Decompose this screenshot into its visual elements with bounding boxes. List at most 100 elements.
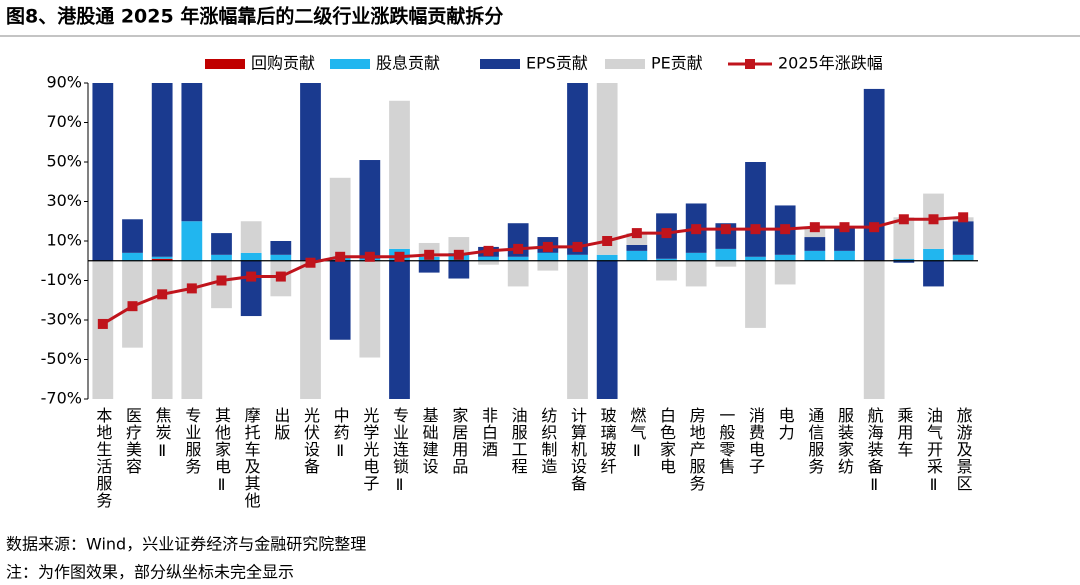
bar-segment <box>537 252 559 261</box>
line-marker <box>898 214 909 225</box>
x-tick-label: 医疗美容 <box>123 407 142 475</box>
y-tick-label: -50% <box>41 349 82 368</box>
line-marker <box>928 214 939 225</box>
bar-segment <box>389 260 410 399</box>
y-tick-label: 90% <box>46 73 82 92</box>
bar-segment <box>359 160 381 259</box>
bar-segment <box>240 260 262 317</box>
line-marker <box>186 283 197 294</box>
line-marker <box>275 271 286 282</box>
bar-segment <box>596 260 618 399</box>
line-marker <box>424 249 435 260</box>
y-tick-label: -70% <box>41 389 82 408</box>
bar-segment <box>211 254 232 261</box>
line-marker <box>335 251 346 262</box>
x-tick-label: 中药Ⅱ <box>331 407 350 461</box>
bar-segment <box>92 83 114 261</box>
line-marker <box>513 243 524 254</box>
x-tick-label: 乘用车 <box>894 407 913 458</box>
bar-segment <box>863 260 885 399</box>
line-marker <box>661 228 672 239</box>
x-tick-label: 燃气Ⅱ <box>627 407 646 461</box>
bar-segment <box>122 252 143 261</box>
chart-title: 图8、港股通 2025 年涨幅靠后的二级行业涨跌幅贡献拆分 <box>6 5 503 28</box>
legend-label: 2025年涨跌幅 <box>778 54 883 73</box>
bar-segment <box>211 233 232 255</box>
x-tick-label: 房地产服务 <box>687 407 706 492</box>
bar-segment <box>893 258 915 261</box>
source-note: 数据来源：Wind，兴业证券经济与金融研究院整理 <box>6 535 366 554</box>
line-marker <box>453 249 464 260</box>
bar-segment <box>685 260 707 287</box>
line-marker <box>305 257 316 268</box>
bar-segment <box>181 83 203 222</box>
x-tick-label: 光伏设备 <box>301 407 320 475</box>
bar-segment <box>596 254 618 261</box>
bar-segment <box>626 233 648 245</box>
legend-swatch <box>480 59 520 69</box>
line-marker <box>631 228 642 239</box>
bar-segment <box>745 260 766 328</box>
bar-segment <box>567 83 588 255</box>
line-marker <box>216 275 227 286</box>
y-tick-label: 10% <box>46 231 82 250</box>
bar-segment <box>745 256 766 261</box>
line-marker <box>364 251 375 262</box>
bar-segment <box>715 260 737 267</box>
bar-segment <box>745 162 766 257</box>
bar-segment <box>863 88 885 261</box>
x-tick-label: 航海装备Ⅱ <box>865 407 884 495</box>
bar-segment <box>626 250 648 261</box>
x-tick-label: 光学光电子 <box>360 407 379 492</box>
line-marker <box>750 224 761 235</box>
x-tick-label: 基础建设 <box>420 407 439 475</box>
line-marker <box>246 271 257 282</box>
y-tick-label: 30% <box>46 191 82 210</box>
line-marker <box>839 222 850 233</box>
x-tick-label: 摩托车及其他 <box>242 407 261 509</box>
line-marker <box>958 212 969 223</box>
bar-segment <box>923 248 944 261</box>
x-tick-label: 服装家纺 <box>835 407 854 475</box>
x-tick-label: 一般零售 <box>716 407 735 475</box>
x-tick-label: 电力 <box>776 407 795 441</box>
bar-segment <box>300 83 321 261</box>
bar-segment <box>804 250 826 261</box>
bar-segment <box>448 237 470 253</box>
legend-label: 股息贡献 <box>376 54 440 73</box>
x-tick-label: 焦炭Ⅱ <box>153 407 172 461</box>
x-tick-label: 家居用品 <box>449 407 468 475</box>
bar-segment <box>626 244 648 251</box>
y-tick-label: 70% <box>46 112 82 131</box>
bar-segment <box>804 237 826 251</box>
bar-segment <box>478 260 499 265</box>
bar-segment <box>270 241 292 255</box>
x-tick-label: 计算机设备 <box>568 407 587 492</box>
legend-label: 回购贡献 <box>251 54 315 73</box>
bar-segment <box>92 260 114 399</box>
line-marker <box>602 236 613 246</box>
bar-segment <box>952 221 974 255</box>
x-tick-label: 专业连锁Ⅱ <box>390 407 409 495</box>
line-marker <box>157 289 168 300</box>
line-marker <box>97 318 108 329</box>
x-tick-label: 玻璃玻纤 <box>598 407 617 475</box>
bar-segment <box>389 100 410 249</box>
line-marker <box>720 224 731 235</box>
bar-segment <box>181 221 203 261</box>
x-tick-label: 专业服务 <box>182 407 201 475</box>
x-tick-label: 白色家电 <box>657 407 676 475</box>
bar-segment <box>834 227 855 251</box>
bar-segment <box>923 260 944 287</box>
bar-segment <box>329 260 351 340</box>
bar-segment <box>507 260 529 287</box>
bar-segment <box>240 252 262 261</box>
bar-segment <box>893 260 915 263</box>
bar-segment <box>151 256 173 259</box>
bar-segment <box>151 83 173 257</box>
bar-segment <box>834 250 855 261</box>
bar-segment <box>507 256 529 261</box>
line-marker <box>691 224 702 235</box>
line-marker <box>483 245 494 256</box>
